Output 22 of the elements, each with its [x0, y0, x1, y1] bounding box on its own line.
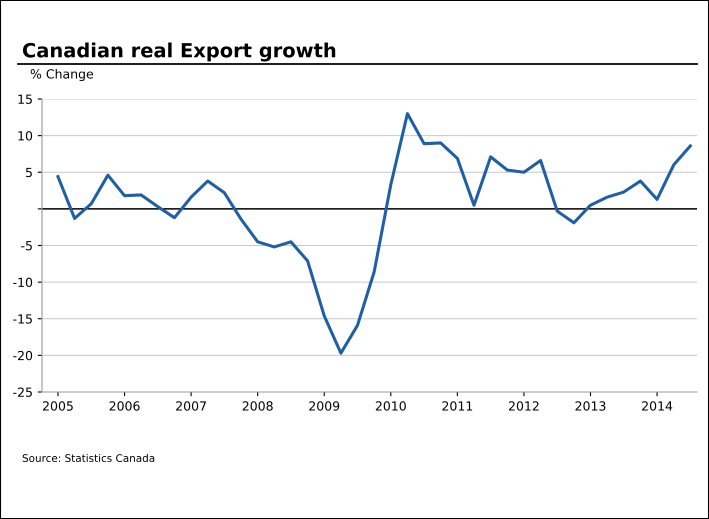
y-tick-label: 15: [18, 94, 32, 104]
y-tick-label: -15: [13, 314, 32, 324]
x-tick-label: 2012: [508, 401, 539, 411]
line-series: [56, 112, 692, 355]
chart-title: Canadian real Export growth: [22, 42, 336, 62]
y-tick-label: -10: [13, 278, 32, 288]
x-tick-label: 2009: [309, 401, 340, 411]
y-tick-label: -20: [13, 350, 32, 360]
y-tick-label: 5: [26, 168, 32, 178]
x-tick-label: 2010: [376, 401, 406, 411]
x-tick-label: 2006: [110, 401, 140, 411]
x-tick-label: 2014: [642, 401, 672, 411]
y-tick-label: -5: [21, 241, 32, 250]
x-tick-label: 2013: [576, 401, 606, 411]
x-tick-label: 2005: [42, 401, 73, 411]
y-axis-title: % Change: [30, 68, 94, 82]
y-tick-label: 10: [18, 131, 32, 141]
y-tick-label: -25: [13, 387, 32, 397]
x-tick-label: 2011: [442, 401, 472, 411]
source-note: Source: Statistics Canada: [22, 454, 154, 462]
x-tick-label: 2007: [176, 401, 206, 411]
x-tick-label: 2008: [242, 401, 273, 411]
